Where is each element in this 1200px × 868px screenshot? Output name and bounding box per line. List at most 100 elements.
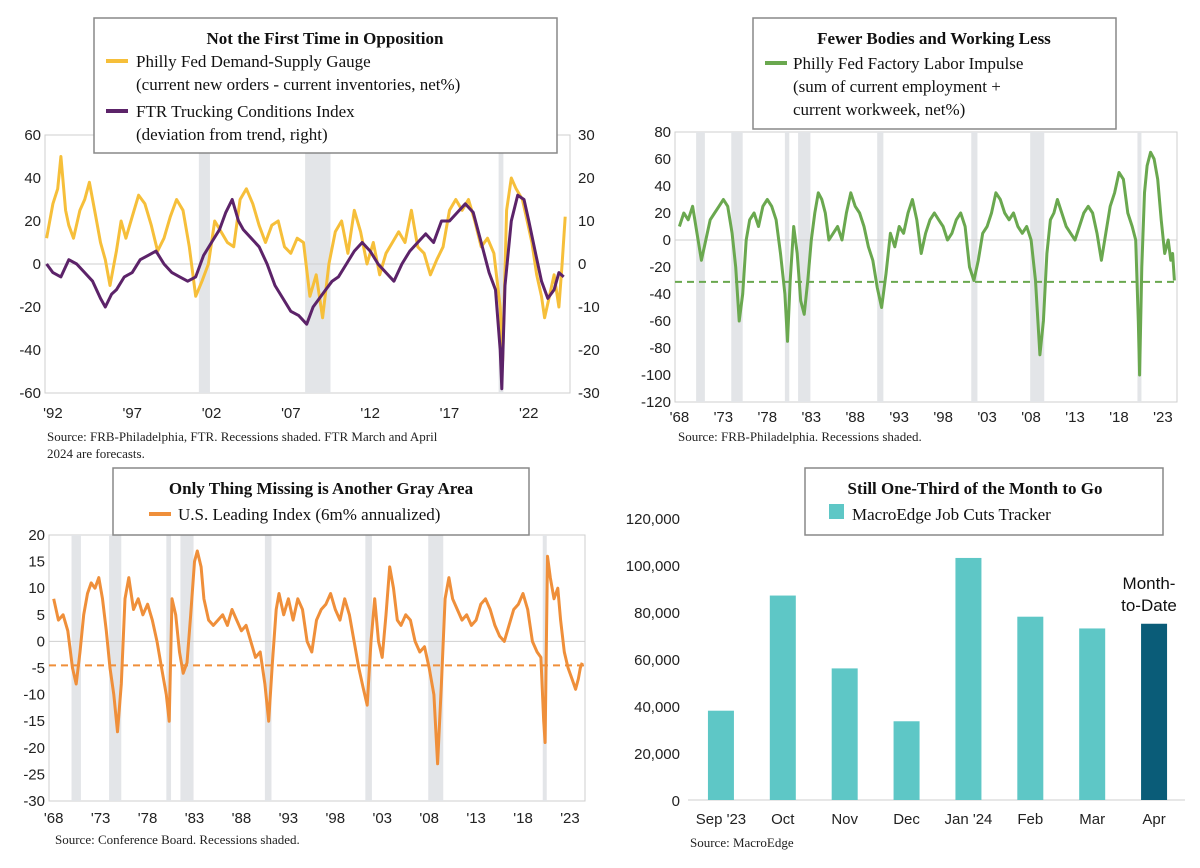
x-tick-label: '92 — [43, 405, 63, 422]
legend-label-job-cuts: MacroEdge Job Cuts Tracker — [852, 505, 1051, 524]
x-tick-label: '83 — [801, 409, 821, 426]
y-tick-label: 100,000 — [626, 558, 680, 575]
series-lines — [45, 155, 567, 391]
y-tick-label: 0 — [37, 633, 45, 650]
x-tick-label: '78 — [758, 409, 778, 426]
y-tick-label: -20 — [649, 259, 671, 276]
x-tick-label: '02 — [202, 405, 222, 422]
y-tick-label: -60 — [649, 313, 671, 330]
y-tick-label: -100 — [641, 367, 671, 384]
y-right-tick-label: -20 — [578, 342, 600, 359]
source-note-line2: 2024 are forecasts. — [47, 446, 145, 461]
y-tick-label: -25 — [23, 766, 45, 783]
x-tick-label: '18 — [513, 810, 533, 827]
x-tick-label: '68 — [670, 409, 690, 426]
y-tick-label: 40 — [24, 170, 41, 187]
y-axis-tick-labels: 20 15 10 5 0 -5 -10 -15 -20 -25 -30 — [23, 527, 585, 810]
legend-sublabel-ftr: (deviation from trend, right) — [136, 125, 328, 144]
legend: Still One-Third of the Month to Go Macro… — [804, 467, 1164, 536]
x-tick-label: '93 — [279, 810, 299, 827]
annotation-month-to-date: Month- — [1123, 574, 1176, 593]
legend-label-ftr: FTR Trucking Conditions Index — [136, 102, 355, 121]
y-axis-tick-labels: 80 60 40 20 0 -20 -40 -60 -80 -100 -120 — [641, 124, 1177, 411]
y-tick-label: 0 — [672, 793, 680, 810]
recession-band — [696, 132, 705, 402]
series-line — [45, 155, 567, 363]
x-tick-label: '13 — [466, 810, 486, 827]
y-tick-label: 60 — [24, 127, 41, 144]
x-axis-tick-labels: Sep '23 Oct Nov Dec Jan '24 Feb Mar Apr — [696, 811, 1166, 828]
x-tick-label: Dec — [893, 811, 920, 828]
x-tick-label: '23 — [1153, 409, 1173, 426]
x-tick-label: '08 — [1021, 409, 1041, 426]
legend-box — [804, 467, 1164, 536]
chart-demand-supply-vs-trucking: 60 40 20 0 -20 -40 -60 30 20 10 0 -10 -20 -30 '92 '97… — [19, 17, 600, 461]
legend-box — [112, 467, 530, 536]
source-note: Source: Conference Board. Recessions sha… — [55, 832, 300, 847]
recession-band — [166, 535, 172, 801]
x-axis-tick-labels: '92 '97 '02 '07 '12 '17 '22 — [43, 405, 538, 422]
legend-sublabel-demand-supply: (current new orders - current inventorie… — [136, 75, 460, 94]
x-tick-label: Feb — [1017, 811, 1043, 828]
y-tick-label: 15 — [28, 554, 45, 571]
x-tick-label: '98 — [326, 810, 346, 827]
y-tick-label: -60 — [19, 385, 41, 402]
y-tick-label: 80,000 — [634, 605, 680, 622]
bar — [707, 710, 734, 800]
x-tick-label: '98 — [933, 409, 953, 426]
x-tick-label: '23 — [560, 810, 580, 827]
bars — [707, 557, 1168, 800]
y-tick-label: -20 — [19, 299, 41, 316]
y-tick-label: -40 — [649, 286, 671, 303]
x-tick-label: '83 — [185, 810, 205, 827]
right-axis-tick-labels: 30 20 10 0 -10 -20 -30 — [578, 127, 600, 402]
recession-band — [798, 132, 811, 402]
y-tick-label: -80 — [649, 340, 671, 357]
bar — [893, 721, 920, 800]
x-tick-label: '93 — [889, 409, 909, 426]
bar — [955, 557, 982, 800]
chart-title: Fewer Bodies and Working Less — [817, 29, 1051, 48]
x-tick-label: Sep '23 — [696, 811, 746, 828]
x-tick-label: '18 — [1109, 409, 1129, 426]
series-line — [677, 150, 1176, 377]
annotation-month-to-date-line2: to-Date — [1121, 596, 1177, 615]
chart-title: Still One-Third of the Month to Go — [847, 479, 1102, 498]
y-tick-label: 20 — [654, 205, 671, 222]
x-tick-label: '88 — [845, 409, 865, 426]
y-right-tick-label: 20 — [578, 170, 595, 187]
recession-band — [71, 535, 81, 801]
x-axis-tick-labels: '68 '73 '78 '83 '88 '93 '98 '03 '08 '13 '18 '23 — [44, 810, 580, 827]
y-tick-label: -30 — [23, 793, 45, 810]
y-tick-label: 5 — [37, 607, 45, 624]
y-tick-label: 20,000 — [634, 746, 680, 763]
x-tick-label: Oct — [771, 811, 795, 828]
x-tick-label: '22 — [519, 405, 539, 422]
chart-leading-index: 20 15 10 5 0 -5 -10 -15 -20 -25 -30 '68 '73 '78 '83 '8… — [23, 467, 586, 847]
chart-job-cuts-tracker: 120,000100,00080,00060,00040,00020,0000 … — [626, 467, 1185, 850]
y-tick-label: 0 — [33, 256, 41, 273]
recession-band — [1137, 132, 1142, 402]
y-tick-label: -15 — [23, 713, 45, 730]
x-tick-label: Apr — [1142, 811, 1165, 828]
y-tick-label: 0 — [663, 232, 671, 249]
x-tick-label: '68 — [44, 810, 64, 827]
y-right-tick-label: 30 — [578, 127, 595, 144]
y-right-tick-label: 0 — [578, 256, 586, 273]
legend: Not the First Time in Opposition Philly … — [93, 17, 558, 154]
recession-band — [1030, 132, 1045, 402]
bar — [1141, 623, 1168, 800]
x-tick-label: Mar — [1079, 811, 1105, 828]
recession-band — [971, 132, 978, 402]
y-tick-label: 120,000 — [626, 511, 680, 528]
chart-title: Not the First Time in Opposition — [207, 29, 444, 48]
legend-label-demand-supply: Philly Fed Demand-Supply Gauge — [136, 52, 371, 71]
y-tick-label: -120 — [641, 394, 671, 411]
x-tick-label: '03 — [977, 409, 997, 426]
x-tick-label: Jan '24 — [944, 811, 992, 828]
left-axis-tick-labels: 60 40 20 0 -20 -40 -60 — [19, 127, 570, 402]
y-right-tick-label: -30 — [578, 385, 600, 402]
y-tick-label: 10 — [28, 580, 45, 597]
plot-frame — [674, 131, 1178, 403]
